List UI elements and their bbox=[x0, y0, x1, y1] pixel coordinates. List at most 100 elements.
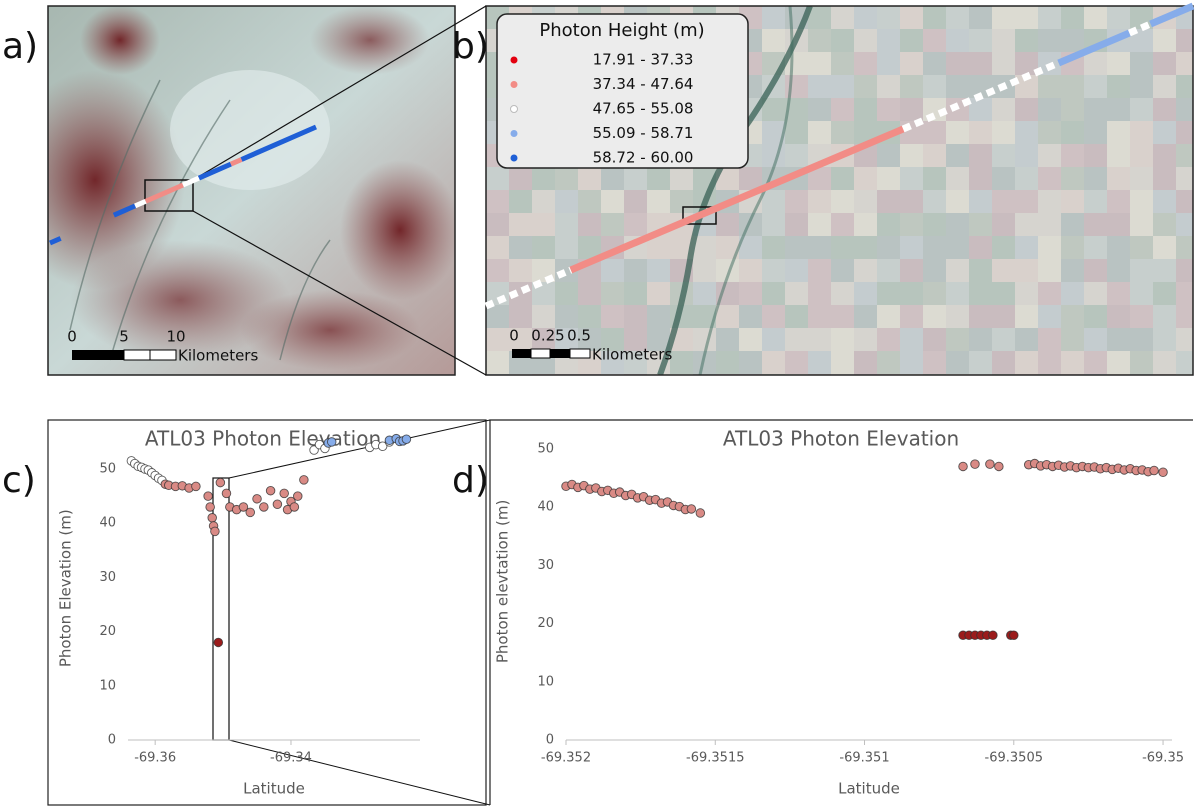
image-pixel bbox=[1130, 351, 1153, 374]
image-pixel bbox=[762, 259, 785, 282]
image-pixel bbox=[900, 6, 923, 29]
image-pixel bbox=[877, 213, 900, 236]
image-pixel bbox=[808, 121, 831, 144]
image-pixel bbox=[1176, 282, 1193, 305]
image-pixel bbox=[601, 374, 624, 375]
legend-label: 17.91 - 37.33 bbox=[593, 51, 694, 69]
image-pixel bbox=[877, 282, 900, 305]
image-pixel bbox=[1061, 98, 1084, 121]
image-pixel bbox=[532, 374, 555, 375]
image-pixel bbox=[601, 190, 624, 213]
image-pixel bbox=[1130, 75, 1153, 98]
image-pixel bbox=[923, 121, 946, 144]
image-pixel bbox=[1084, 305, 1107, 328]
image-pixel bbox=[1015, 259, 1038, 282]
image-pixel bbox=[1084, 259, 1107, 282]
image-pixel bbox=[923, 282, 946, 305]
zoom-box bbox=[144, 179, 194, 212]
image-pixel bbox=[923, 190, 946, 213]
scale-bar bbox=[123, 349, 151, 361]
image-pixel bbox=[785, 374, 808, 375]
image-pixel bbox=[670, 374, 693, 375]
image-pixel bbox=[1015, 75, 1038, 98]
y-tick-label: 40 bbox=[99, 516, 116, 531]
image-pixel bbox=[900, 213, 923, 236]
image-pixel bbox=[1084, 282, 1107, 305]
image-pixel bbox=[808, 190, 831, 213]
scale-label: 5 bbox=[119, 328, 129, 346]
image-pixel bbox=[762, 351, 785, 374]
image-pixel bbox=[578, 282, 601, 305]
image-pixel bbox=[1015, 98, 1038, 121]
photon-track bbox=[182, 175, 200, 188]
image-pixel bbox=[946, 351, 969, 374]
image-pixel bbox=[992, 29, 1015, 52]
image-pixel bbox=[739, 351, 762, 374]
image-pixel bbox=[624, 328, 647, 351]
image-pixel bbox=[739, 259, 762, 282]
zoom-line bbox=[228, 739, 491, 806]
image-pixel bbox=[1107, 282, 1130, 305]
y-tick-label: 0 bbox=[546, 733, 554, 748]
y-tick-label: 10 bbox=[99, 678, 116, 693]
data-point bbox=[970, 459, 980, 469]
image-pixel bbox=[693, 259, 716, 282]
image-pixel bbox=[532, 328, 555, 351]
y-tick-label: 20 bbox=[537, 616, 554, 631]
image-pixel bbox=[831, 75, 854, 98]
image-pixel bbox=[923, 167, 946, 190]
image-pixel bbox=[969, 190, 992, 213]
image-pixel bbox=[877, 351, 900, 374]
map-a-frame bbox=[47, 5, 456, 376]
image-pixel bbox=[601, 167, 624, 190]
legend-label: 55.09 - 58.71 bbox=[593, 124, 694, 142]
image-pixel bbox=[808, 213, 831, 236]
image-pixel bbox=[969, 52, 992, 75]
y-tick-label: 50 bbox=[537, 441, 554, 456]
stream bbox=[657, 6, 813, 375]
image-pixel bbox=[785, 259, 808, 282]
image-pixel bbox=[486, 167, 509, 190]
image-pixel bbox=[1107, 52, 1130, 75]
image-pixel bbox=[739, 328, 762, 351]
image-pixel bbox=[1038, 213, 1061, 236]
photon-track bbox=[134, 198, 147, 209]
image-pixel bbox=[992, 305, 1015, 328]
image-pixel bbox=[831, 190, 854, 213]
image-pixel bbox=[992, 52, 1015, 75]
image-pixel bbox=[578, 213, 601, 236]
image-pixel bbox=[1176, 167, 1193, 190]
image-pixel bbox=[854, 98, 877, 121]
x-tick-label: -69.36 bbox=[134, 751, 176, 766]
image-pixel bbox=[785, 236, 808, 259]
image-pixel bbox=[923, 75, 946, 98]
image-pixel bbox=[762, 305, 785, 328]
y-axis-label: Photon elevtation (m) bbox=[494, 500, 512, 663]
image-pixel bbox=[578, 190, 601, 213]
image-pixel bbox=[923, 144, 946, 167]
image-pixel bbox=[923, 213, 946, 236]
image-pixel bbox=[509, 167, 532, 190]
data-point bbox=[259, 502, 269, 512]
legend-swatch bbox=[510, 154, 518, 162]
image-pixel bbox=[1130, 167, 1153, 190]
image-pixel bbox=[1153, 29, 1176, 52]
image-pixel bbox=[1176, 351, 1193, 374]
data-point bbox=[191, 481, 201, 492]
image-pixel bbox=[1015, 213, 1038, 236]
zoom-line bbox=[192, 5, 487, 181]
legend-label: 47.65 - 55.08 bbox=[593, 100, 694, 118]
image-pixel bbox=[601, 213, 624, 236]
panel-label: d) bbox=[452, 460, 489, 501]
image-pixel bbox=[969, 98, 992, 121]
image-pixel bbox=[808, 236, 831, 259]
image-pixel bbox=[670, 236, 693, 259]
image-pixel bbox=[1015, 6, 1038, 29]
image-pixel bbox=[969, 259, 992, 282]
image-pixel bbox=[1176, 305, 1193, 328]
photon-track bbox=[240, 124, 317, 162]
legend-swatch bbox=[510, 81, 518, 88]
image-pixel bbox=[1015, 282, 1038, 305]
image-pixel bbox=[877, 305, 900, 328]
image-pixel bbox=[1061, 259, 1084, 282]
